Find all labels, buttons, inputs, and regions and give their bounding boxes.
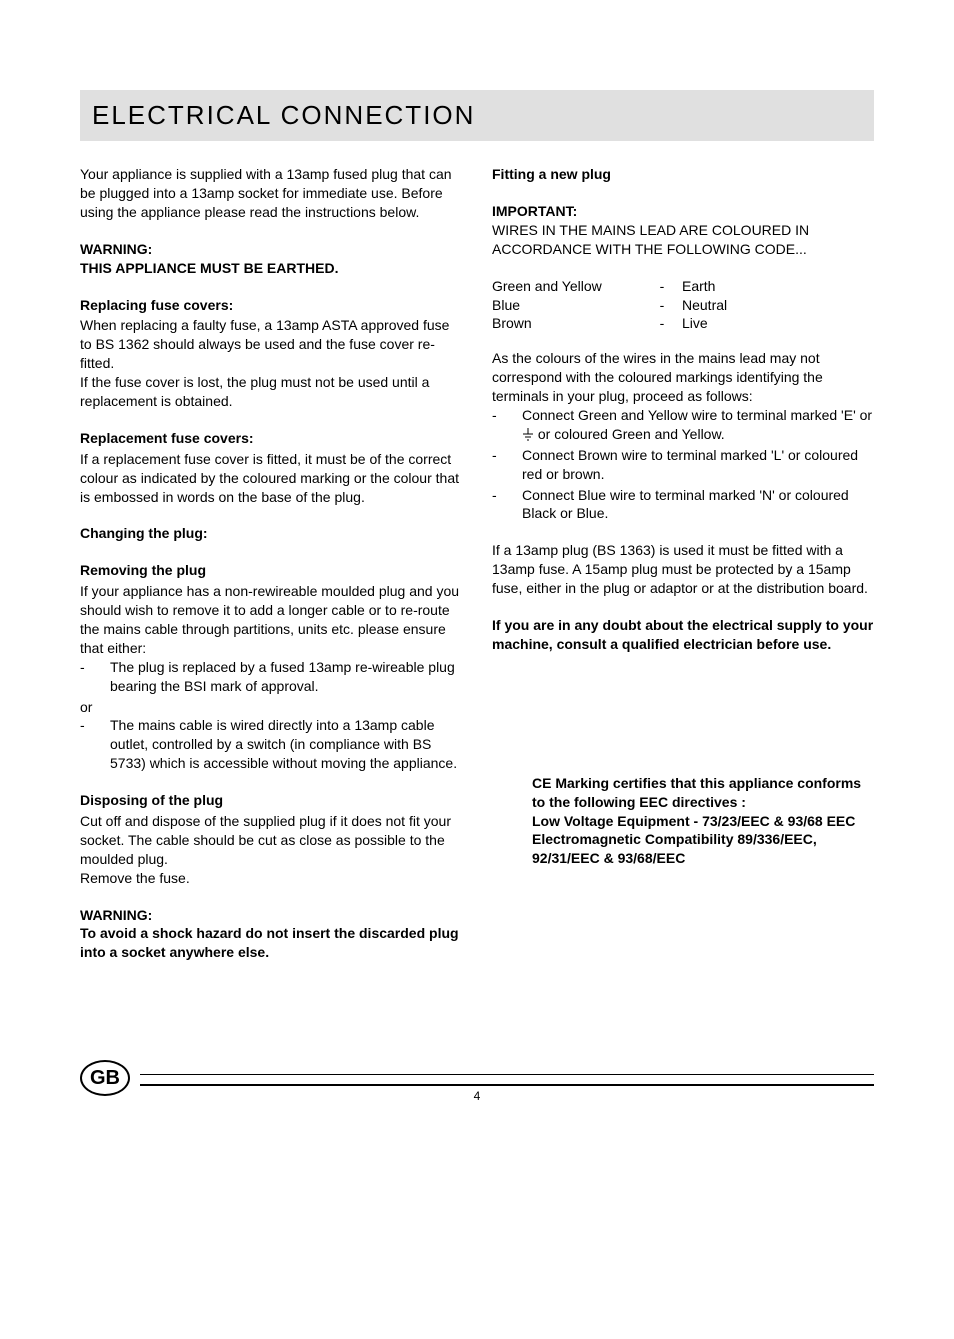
changing-section: Changing the plug: [80, 524, 462, 543]
removing-intro: If your appliance has a non-rewireable m… [80, 582, 462, 658]
wire-colour: Green and Yellow [492, 277, 642, 296]
important-section: IMPORTANT: WIRES IN THE MAINS LEAD ARE C… [492, 202, 874, 259]
disposing-text2: Remove the fuse. [80, 869, 462, 888]
important-text: WIRES IN THE MAINS LEAD ARE COLOURED IN … [492, 221, 874, 259]
page-footer: GB 4 [80, 1060, 874, 1100]
ground-icon [522, 428, 534, 442]
gb-badge: GB [80, 1060, 130, 1096]
list-item: - The plug is replaced by a fused 13amp … [80, 658, 462, 696]
warning2-text: To avoid a shock hazard do not insert th… [80, 924, 462, 962]
replacing-text1: When replacing a faulty fuse, a 13amp AS… [80, 316, 462, 373]
list-item: - Connect Brown wire to terminal marked … [492, 446, 874, 484]
dash-icon: - [80, 658, 110, 696]
colours-section: As the colours of the wires in the mains… [492, 349, 874, 523]
disposing-section: Disposing of the plug Cut off and dispos… [80, 791, 462, 887]
disposing-text1: Cut off and dispose of the supplied plug… [80, 812, 462, 869]
replacement-text: If a replacement fuse cover is fitted, i… [80, 450, 462, 507]
doubt-block: If you are in any doubt about the electr… [492, 616, 874, 654]
right-column: Fitting a new plug IMPORTANT: WIRES IN T… [492, 165, 874, 980]
wire-meaning: Live [682, 314, 874, 333]
list-item: - Connect Green and Yellow wire to termi… [492, 406, 874, 444]
footer-line [140, 1084, 874, 1086]
replacement-section: Replacement fuse covers: If a replacemen… [80, 429, 462, 507]
disposing-heading: Disposing of the plug [80, 791, 462, 810]
ce-line2: Low Voltage Equipment - 73/23/EEC & 93/6… [532, 812, 874, 831]
dash-icon: - [492, 406, 522, 444]
removing-section: Removing the plug If your appliance has … [80, 561, 462, 773]
warning2-section: WARNING: To avoid a shock hazard do not … [80, 906, 462, 963]
footer-line [140, 1074, 874, 1075]
ce-block: CE Marking certifies that this appliance… [492, 774, 874, 868]
removing-list2: - The mains cable is wired directly into… [80, 716, 462, 773]
warning2-label: WARNING: [80, 906, 462, 925]
connect2: Connect Brown wire to terminal marked 'L… [522, 446, 874, 484]
wire-row: Blue - Neutral [492, 296, 874, 315]
intro-text: Your appliance is supplied with a 13amp … [80, 165, 462, 222]
or-text: or [80, 698, 462, 717]
wire-colour: Brown [492, 314, 642, 333]
dash-icon: - [80, 716, 110, 773]
fitting-heading: Fitting a new plug [492, 165, 874, 184]
removing-list: - The plug is replaced by a fused 13amp … [80, 658, 462, 696]
wire-colour: Blue [492, 296, 642, 315]
connect-list: - Connect Green and Yellow wire to termi… [492, 406, 874, 523]
doubt-text: If you are in any doubt about the electr… [492, 616, 874, 654]
list-item: - The mains cable is wired directly into… [80, 716, 462, 773]
changing-heading: Changing the plug: [80, 524, 462, 543]
replacing-section: Replacing fuse covers: When replacing a … [80, 296, 462, 411]
wire-row: Green and Yellow - Earth [492, 277, 874, 296]
wire-meaning: Neutral [682, 296, 874, 315]
warning-label: WARNING: [80, 240, 462, 259]
connect1a: Connect Green and Yellow wire to termina… [522, 407, 872, 423]
warning-section: WARNING: THIS APPLIANCE MUST BE EARTHED. [80, 240, 462, 278]
replacement-heading: Replacement fuse covers: [80, 429, 462, 448]
dash-icon: - [492, 486, 522, 524]
content-columns: Your appliance is supplied with a 13amp … [80, 165, 874, 980]
title-bar: ELECTRICAL CONNECTION [80, 90, 874, 141]
ce-line3: Electromagnetic Compatibility 89/336/EEC… [532, 830, 874, 868]
removing-heading: Removing the plug [80, 561, 462, 580]
replacing-text2: If the fuse cover is lost, the plug must… [80, 373, 462, 411]
page-number: 4 [474, 1088, 481, 1104]
wire-row: Brown - Live [492, 314, 874, 333]
warning-text: THIS APPLIANCE MUST BE EARTHED. [80, 259, 462, 278]
wire-dash: - [642, 277, 682, 296]
ce-line1: CE Marking certifies that this appliance… [532, 774, 874, 812]
left-column: Your appliance is supplied with a 13amp … [80, 165, 462, 980]
page-title: ELECTRICAL CONNECTION [92, 98, 862, 133]
amp-text: If a 13amp plug (BS 1363) is used it mus… [492, 541, 874, 598]
removing-item1: The plug is replaced by a fused 13amp re… [110, 658, 462, 696]
colours-intro: As the colours of the wires in the mains… [492, 349, 874, 406]
wire-dash: - [642, 296, 682, 315]
amp-section: If a 13amp plug (BS 1363) is used it mus… [492, 541, 874, 598]
wire-table: Green and Yellow - Earth Blue - Neutral … [492, 277, 874, 334]
replacing-heading: Replacing fuse covers: [80, 296, 462, 315]
list-item: - Connect Blue wire to terminal marked '… [492, 486, 874, 524]
wire-dash: - [642, 314, 682, 333]
fitting-section: Fitting a new plug [492, 165, 874, 184]
connect1b: or coloured Green and Yellow. [534, 426, 725, 442]
dash-icon: - [492, 446, 522, 484]
removing-item2: The mains cable is wired directly into a… [110, 716, 462, 773]
wire-meaning: Earth [682, 277, 874, 296]
connect3: Connect Blue wire to terminal marked 'N'… [522, 486, 874, 524]
connect1: Connect Green and Yellow wire to termina… [522, 406, 874, 444]
important-label: IMPORTANT: [492, 202, 874, 221]
